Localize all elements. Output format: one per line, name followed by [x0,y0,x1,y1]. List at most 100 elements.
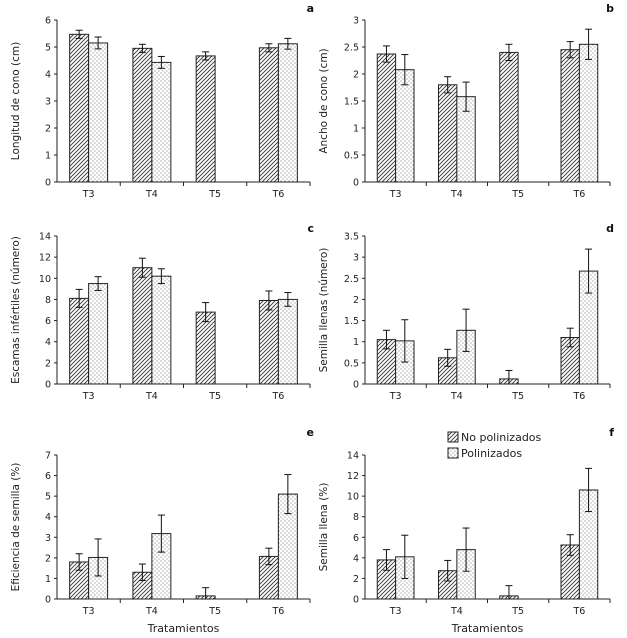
y-tick-label: 8 [353,512,359,523]
error-bar [75,288,83,308]
x-tick-label: T5 [208,391,221,402]
y-tick-label: 4 [45,337,51,348]
panel-letter: b [606,2,614,15]
error-bar [585,467,593,513]
error-bar [265,547,273,566]
error-bar [94,276,102,291]
error-bar [75,29,83,39]
y-tick-label: 10 [347,492,359,503]
error-bar [382,329,390,350]
x-tick-label: T6 [271,606,284,617]
x-tick-label: T4 [450,189,463,200]
x-tick-label: T4 [450,606,463,617]
chart-panel-c: 0 2 4 6 8 10 12 14 T3 T4 T5 T6 Escamas infértiles (n… [10,222,314,402]
legend-swatch-polinizados [447,447,459,459]
y-tick-label: 3 [353,16,359,27]
y-tick-label: 7 [45,451,51,462]
error-bar [202,587,210,600]
error-bar [444,559,452,582]
chart-panel-e: 0 1 2 3 4 5 6 7 T3 T4 T5 T6 Eficiencia de semilla (%… [10,426,314,635]
bar-polinizados [395,69,415,183]
error-bar [138,43,146,53]
bar-no-polinizados [132,267,153,385]
error-bar [157,514,165,553]
y-tick-label: 6 [45,316,51,327]
chart-panel-b: 0 0.5 1 1.5 2 2.5 3 T3 T4 T5 T6 Ancho de cono (cm) b [318,2,614,200]
x-tick-label: T3 [82,189,95,200]
x-tick-label: T6 [271,391,284,402]
error-bar [585,28,593,60]
x-axis-title: Tratamientos [451,622,524,635]
y-tick-label: 2 [353,295,359,306]
bar-polinizados [277,43,298,183]
y-tick-label: 12 [39,253,51,264]
error-bar [401,319,409,363]
error-bar [94,538,102,577]
bar-no-polinizados [499,51,519,183]
error-bar [75,553,83,571]
y-axis-title: Eficiencia de semilla (%) [10,463,22,592]
panel-letter: f [609,426,614,439]
y-tick-label: 0 [353,178,359,189]
error-bar [462,527,470,572]
legend-label-no-polinizados: No polinizados [461,431,542,444]
error-bar [505,43,513,61]
bar-no-polinizados [69,33,90,183]
y-tick-label: 5 [45,492,51,503]
bar-polinizados [151,275,172,385]
x-tick-label: T5 [511,606,524,617]
y-tick-label: 2.5 [344,43,359,54]
y-axis-title: Semilla llenas (número) [318,248,330,373]
bar-no-polinizados [258,299,279,385]
y-tick-label: 4 [45,70,51,81]
y-tick-label: 0 [45,178,51,189]
bar-no-polinizados [438,84,458,183]
y-tick-label: 12 [347,471,359,482]
y-tick-label: 14 [39,232,51,243]
y-tick-label: 2 [353,70,359,81]
x-tick-label: T5 [511,189,524,200]
error-bar [585,248,593,294]
error-bar [284,292,292,307]
bar-no-polinizados [195,311,216,385]
y-tick-label: 0 [353,595,359,606]
y-tick-label: 2 [45,358,51,369]
y-tick-label: 1 [353,124,359,135]
error-bar [157,55,165,69]
bar-no-polinizados [195,55,216,183]
x-tick-label: T3 [389,391,402,402]
y-tick-label: 2.5 [344,274,359,285]
x-tick-label: T6 [572,606,585,617]
y-tick-label: 10 [39,274,51,285]
x-tick-label: T6 [572,391,585,402]
error-bar [462,81,470,112]
bar-polinizados [88,283,109,385]
y-tick-label: 0.5 [344,151,359,162]
error-bar [265,43,273,53]
error-bar [401,54,409,86]
bar-polinizados [578,43,599,183]
panel-letter: e [307,426,314,439]
legend-label-polinizados: Polinizados [461,447,522,460]
bar-polinizados [151,61,172,183]
x-tick-label: T6 [271,189,284,200]
chart-panel-f: 0 2 4 6 8 10 12 14 T3 T4 T5 T6 Semilla llena (%) Trat… [318,426,614,635]
error-bar [566,327,574,348]
error-bar [382,549,390,571]
x-tick-label: T4 [145,391,158,402]
x-tick-label: T5 [208,189,221,200]
y-tick-label: 2 [353,574,359,585]
bar-no-polinizados [258,47,279,183]
y-tick-label: 0.5 [344,358,359,369]
bar-polinizados [88,42,109,183]
y-tick-label: 4 [353,553,359,564]
x-tick-label: T5 [511,391,524,402]
x-tick-label: T3 [389,606,402,617]
y-tick-label: 1 [353,337,359,348]
error-bar [284,37,292,50]
error-bar [202,302,210,323]
panel-letter: d [606,222,614,235]
y-axis-title: Longitud de cono (cm) [10,42,22,160]
y-tick-label: 1.5 [344,97,359,108]
y-tick-label: 6 [45,16,51,27]
